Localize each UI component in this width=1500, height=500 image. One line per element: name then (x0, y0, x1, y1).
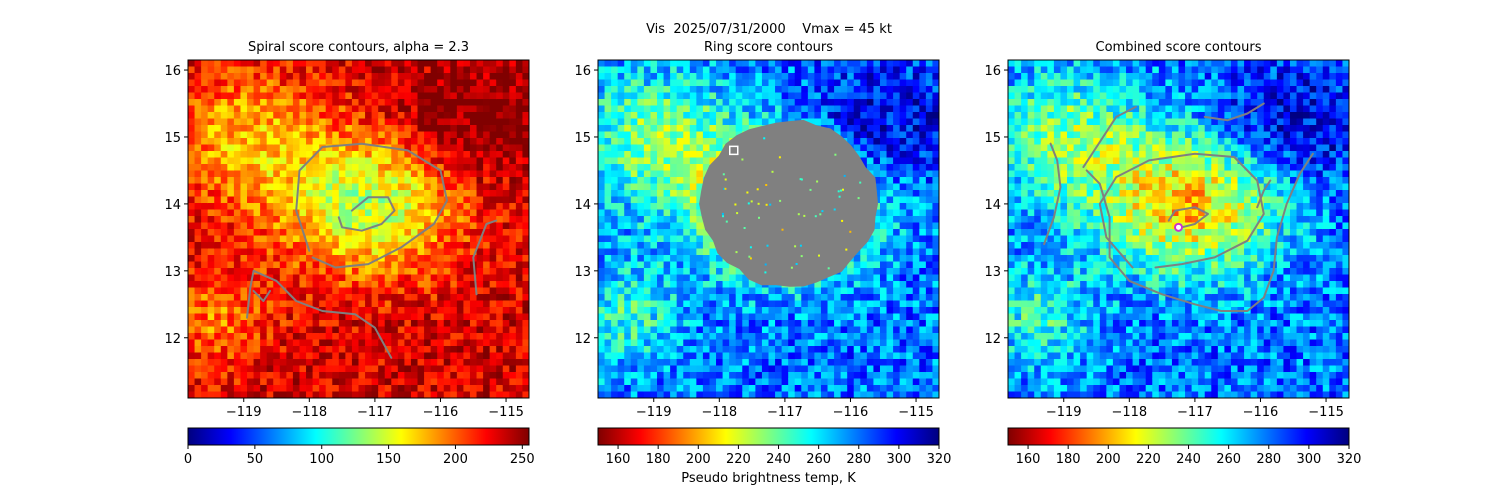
y-tick-label: 14 (574, 198, 591, 213)
x-tick-label: −117 (1177, 405, 1213, 420)
contour-line-2 (1167, 206, 1209, 229)
colorbar-tick-label: 240 (766, 452, 791, 467)
colorbar-tick-label: 220 (726, 452, 751, 467)
center-marker-circle (1174, 222, 1183, 232)
y-tick-label: 16 (984, 64, 1001, 79)
colorbar-tick-label: 160 (606, 452, 631, 467)
colorbar-tick-label: 300 (886, 452, 911, 467)
y-tick-label: 15 (164, 131, 181, 146)
contour-line-4 (1082, 105, 1137, 169)
y-tick-label: 12 (164, 332, 181, 347)
panel-3: Combined score contours −119 −118 −117 −116 −… (984, 40, 1361, 467)
x-tick-label: −117 (767, 405, 803, 420)
colorbar-tick-label: 300 (1296, 452, 1321, 467)
panel-title: Spiral score contours, alpha = 2.3 (248, 40, 469, 55)
heatmap-image (188, 60, 529, 398)
figure-suptitle: Vis 2025/07/31/2000 Vmax = 45 kt (646, 22, 892, 37)
panel-2: Ring score contours −119 −118 −117 −116 −115 1… (574, 40, 951, 486)
y-tick-label: 13 (984, 265, 1001, 280)
contour-line-3 (246, 269, 393, 359)
x-tick-label: −118 (701, 405, 737, 420)
colorbar-tick-label: 260 (1216, 452, 1241, 467)
y-tick-label: 12 (984, 332, 1001, 347)
colorbar-gradient (1007, 427, 1350, 446)
axes-frame (597, 59, 940, 399)
colorbar-tick-label: 220 (1136, 452, 1161, 467)
colorbar: 160 180 200 220 240 260 280 300 320 (1007, 427, 1362, 467)
x-tick-label: −117 (357, 405, 393, 420)
y-tick-label: 14 (984, 198, 1001, 213)
mask-speckles (721, 137, 862, 274)
panel-title: Combined score contours (1096, 40, 1262, 55)
x-tick-label: −118 (1111, 405, 1147, 420)
x-tick-label: −116 (423, 405, 459, 420)
x-tick-label: −119 (636, 405, 672, 420)
x-tick-label: −115 (488, 405, 524, 420)
colorbar: 0 50 100 150 200 250 (184, 427, 535, 467)
colorbar-tick-label: 250 (510, 452, 535, 467)
y-tick-label: 13 (574, 265, 591, 280)
contour-line-6 (1043, 142, 1062, 246)
contour-line-1 (1098, 152, 1265, 269)
contour-line-1 (295, 142, 448, 269)
colorbar-tick-label: 260 (806, 452, 831, 467)
x-tick-label: −116 (833, 405, 869, 420)
colorbar-tick-label: 200 (443, 452, 468, 467)
colorbar-label: Pseudo brightness temp, K (681, 471, 856, 486)
panel-1: Spiral score contours, alpha = 2.3 −119 −1… (164, 40, 534, 467)
colorbar-tick-label: 320 (1337, 452, 1362, 467)
colorbar-tick-label: 150 (376, 452, 401, 467)
x-tick-label: −115 (1308, 405, 1344, 420)
x-tick-label: −115 (898, 405, 934, 420)
x-tick-label: −116 (1243, 405, 1279, 420)
y-tick-label: 13 (164, 265, 181, 280)
contour-line-4 (252, 289, 271, 302)
panel-title: Ring score contours (704, 40, 833, 55)
colorbar-tick-label: 0 (184, 452, 192, 467)
contour-line-3 (1085, 152, 1314, 312)
colorbar-gradient (187, 427, 530, 446)
colorbar-tick-label: 180 (1056, 452, 1081, 467)
contour-line-7 (1256, 179, 1272, 209)
colorbar-tick-label: 240 (1176, 452, 1201, 467)
colorbar-tick-label: 280 (846, 452, 871, 467)
y-tick-label: 16 (574, 64, 591, 79)
colorbar-tick-label: 160 (1016, 452, 1041, 467)
ring-mask (699, 119, 878, 287)
y-tick-label: 15 (984, 131, 1001, 146)
y-tick-label: 16 (164, 64, 181, 79)
colorbar-tick-label: 200 (1096, 452, 1121, 467)
colorbar-tick-label: 100 (309, 452, 334, 467)
y-tick-label: 14 (164, 198, 181, 213)
x-tick-label: −119 (1046, 405, 1082, 420)
center-marker-square (728, 145, 739, 156)
colorbar-gradient (597, 427, 940, 446)
axes-frame (187, 59, 530, 399)
axes-frame (1007, 59, 1350, 399)
colorbar-tick-label: 320 (927, 452, 952, 467)
contour-line-5 (1203, 102, 1265, 122)
contour-line-5 (472, 219, 498, 296)
colorbar-tick-label: 200 (686, 452, 711, 467)
colorbar-tick-label: 180 (646, 452, 671, 467)
y-tick-label: 15 (574, 131, 591, 146)
y-tick-label: 12 (574, 332, 591, 347)
x-tick-label: −119 (226, 405, 262, 420)
x-tick-label: −118 (291, 405, 327, 420)
contour-line-2 (337, 196, 396, 232)
colorbar-tick-label: 280 (1256, 452, 1281, 467)
colorbar: 160 180 200 220 240 260 280 300 320 Pseudo bright… (597, 427, 952, 486)
colorbar-tick-label: 50 (247, 452, 264, 467)
